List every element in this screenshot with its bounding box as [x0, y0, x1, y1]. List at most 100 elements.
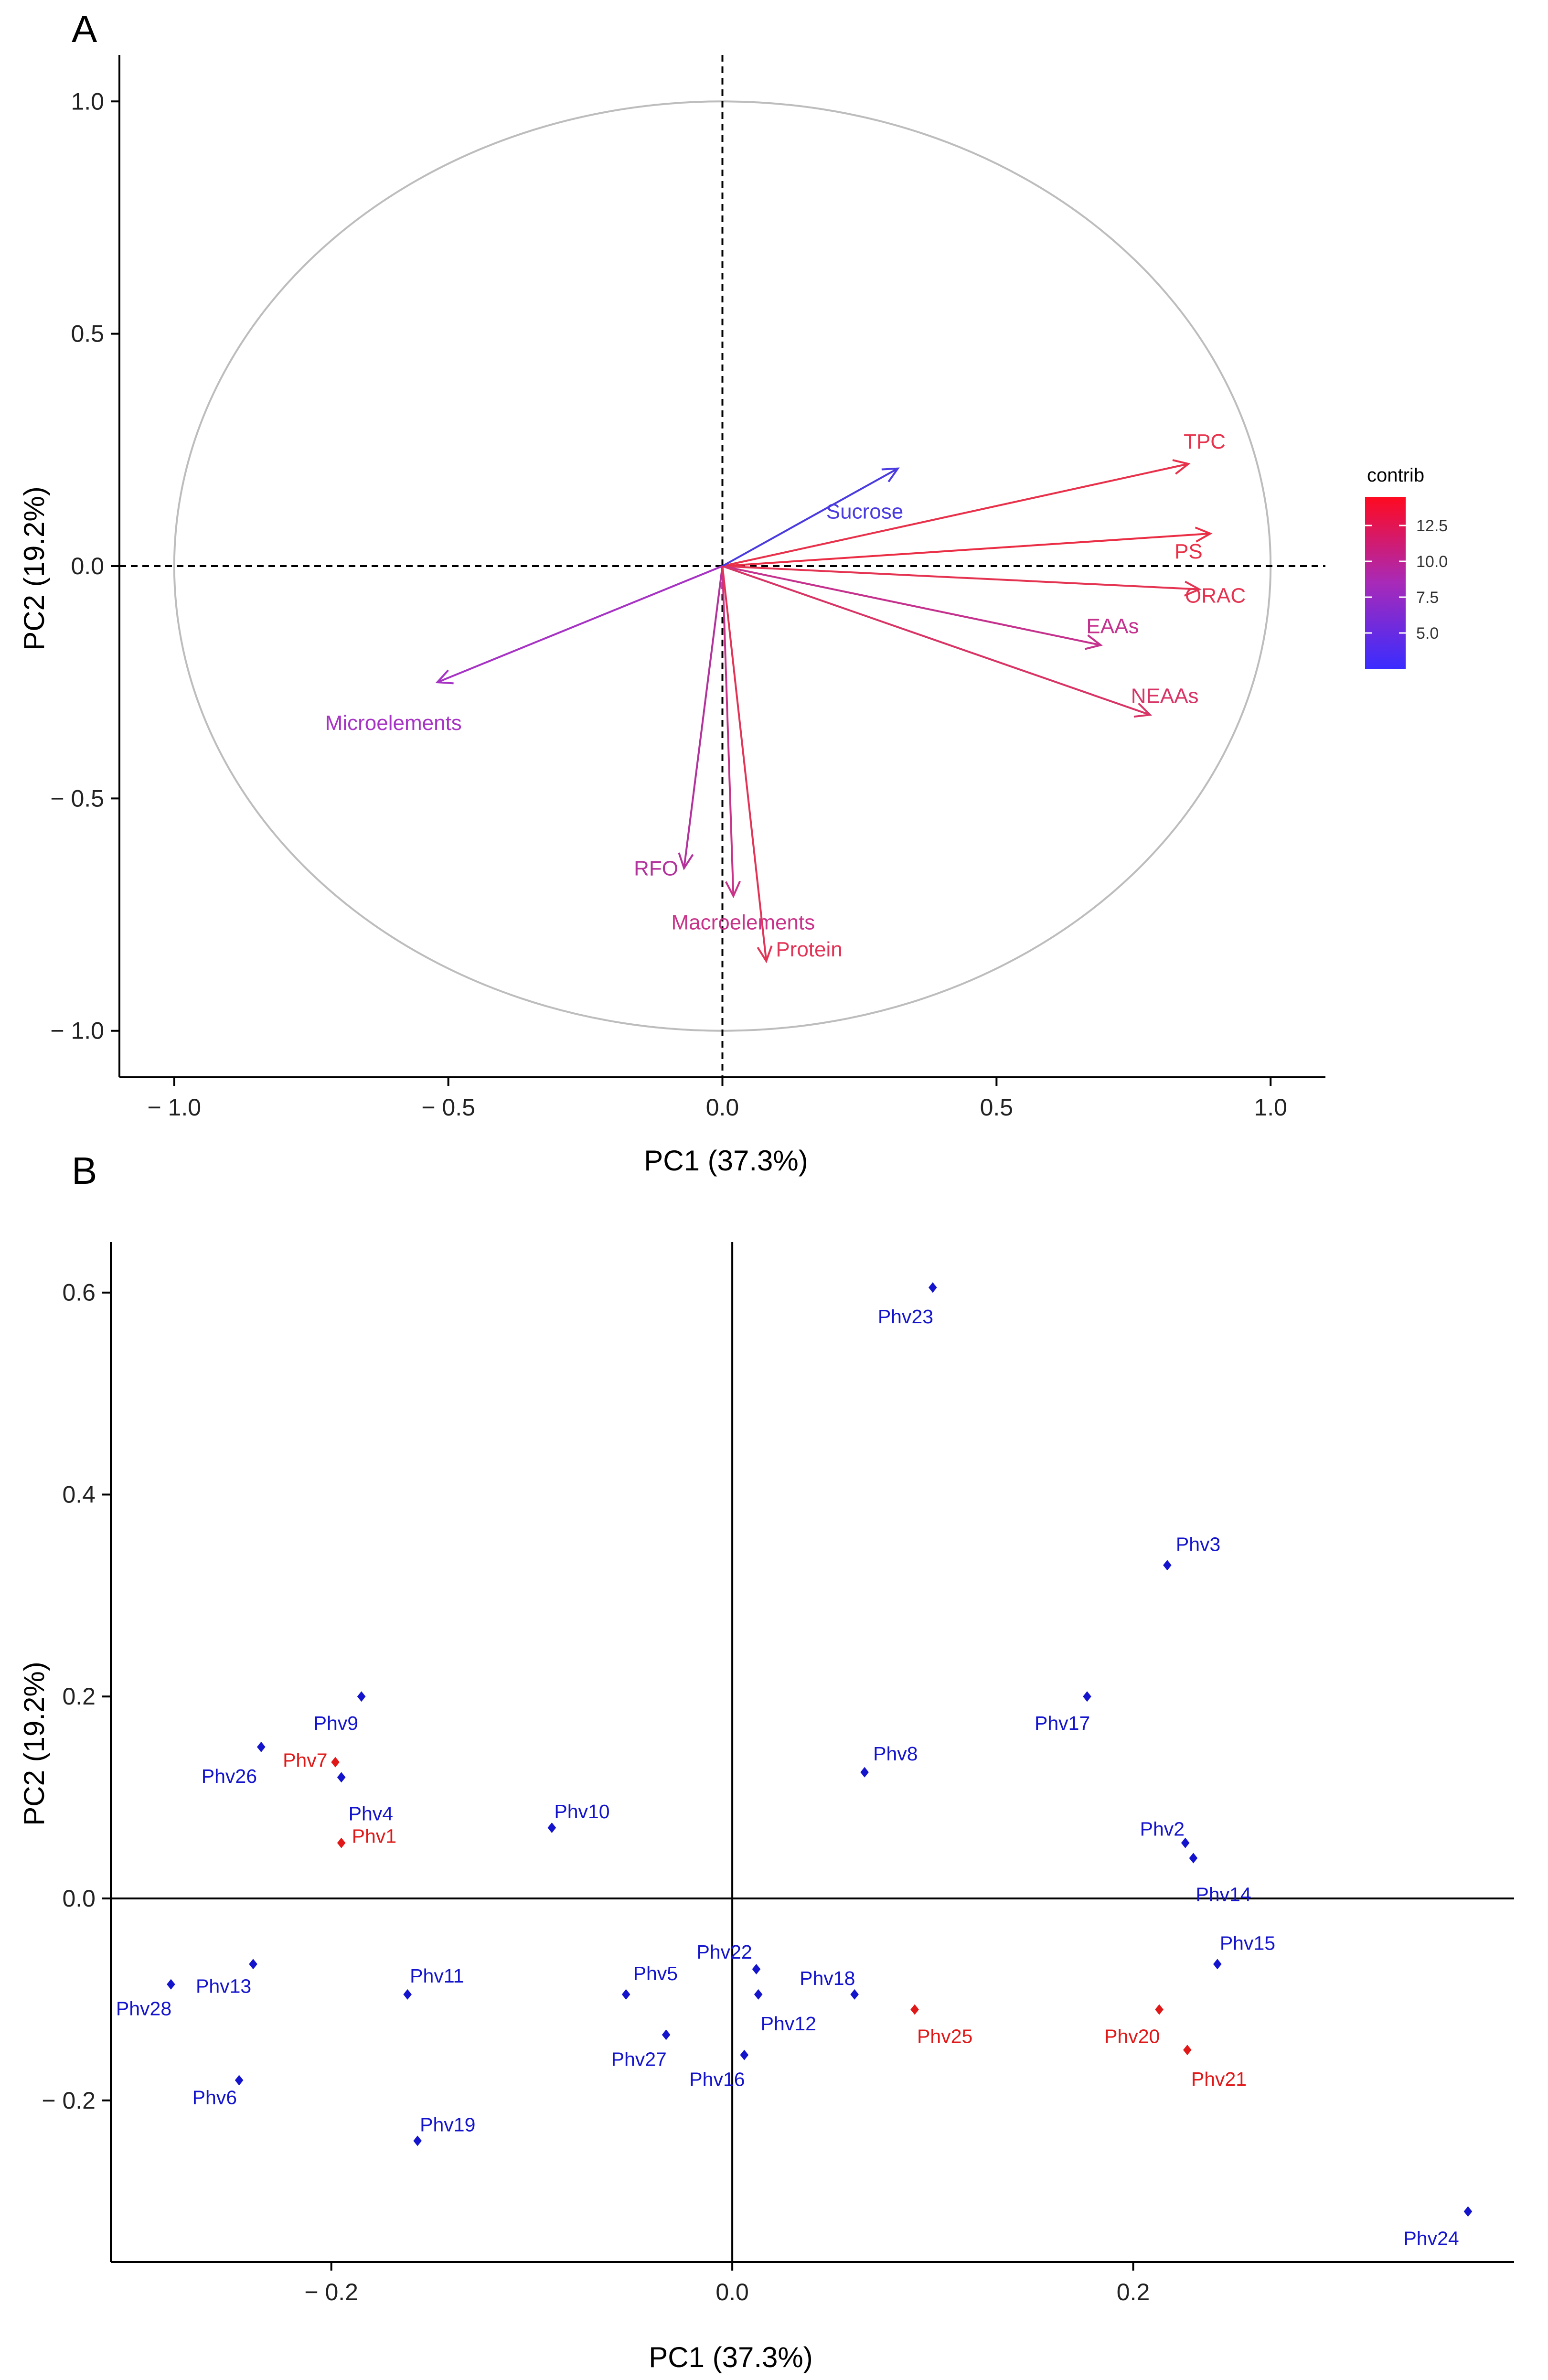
point-label: Phv3: [1176, 1533, 1220, 1555]
vector-label: Macroelements: [671, 911, 815, 934]
point-marker: [662, 2029, 671, 2040]
point-phv5: Phv5: [621, 1962, 678, 2000]
point-label: Phv5: [633, 1962, 678, 1984]
vector-line: [722, 565, 1101, 646]
point-label: Phv11: [410, 1965, 464, 1987]
point-marker: [1183, 2045, 1192, 2056]
legend-title: contrib: [1367, 465, 1424, 486]
point-phv12: Phv12: [754, 1989, 816, 2035]
panel-b-y-tick-label: 0.4: [62, 1481, 96, 1508]
panel-b-axes: − 0.2 0.0 0.2 − 0.2 0.0 0.2 0.4 0.6: [42, 1242, 1514, 2305]
point-label: Phv6: [192, 2087, 237, 2109]
panel-a-vectors: TPC PS ORAC EAAs NEAAs Sucrose Microelements RF…: [325, 430, 1246, 964]
legend-tick-label: 5.0: [1416, 624, 1439, 643]
point-phv11: Phv11: [403, 1965, 464, 2000]
vector-arrowhead: [1184, 580, 1202, 597]
panel-b-label: B: [72, 1149, 97, 1192]
legend-tick-label: 12.5: [1416, 517, 1448, 535]
point-marker: [850, 1989, 859, 2000]
panel-a-y-tick-label: 1.0: [71, 88, 104, 115]
point-label: Phv26: [202, 1765, 257, 1787]
point-phv3: Phv3: [1163, 1533, 1220, 1571]
panel-a-label: A: [72, 8, 97, 50]
point-marker: [1463, 2206, 1473, 2217]
panel-b-y-tick-label: 0.2: [62, 1683, 96, 1710]
panel-a-x-tick-label: 0.0: [706, 1094, 739, 1121]
point-label: Phv27: [611, 2048, 667, 2070]
point-phv24: Phv24: [1403, 2206, 1473, 2249]
point-marker: [357, 1691, 366, 1702]
point-phv16: Phv16: [689, 2049, 749, 2091]
legend-tick-label: 7.5: [1416, 589, 1439, 607]
point-label: Phv19: [420, 2113, 475, 2135]
point-marker: [167, 1979, 175, 1990]
point-marker: [249, 1959, 257, 1970]
point-phv23: Phv23: [878, 1282, 937, 1328]
point-label: Phv10: [554, 1801, 609, 1823]
panel-b-y-tick-label: 0.0: [62, 1885, 96, 1912]
point-marker: [929, 1282, 937, 1293]
point-label: Phv21: [1191, 2068, 1247, 2090]
panel-b-x-axis-title: PC1 (37.3%): [649, 2341, 812, 2373]
vector-line: [721, 566, 735, 896]
point-marker: [752, 1963, 761, 1974]
point-label: Phv16: [689, 2069, 745, 2091]
contrib-legend: contrib 5.0 7.5 10.0 12.5: [1365, 465, 1448, 669]
point-marker: [1155, 2004, 1164, 2015]
vector-arrowhead: [1133, 702, 1153, 718]
vector-line: [437, 565, 723, 684]
panel-a: A PC2 (19.2%) PC1 (37.3%) − 1.0 − 0.5 0.0 0…: [18, 8, 1448, 1177]
vector-tpc: TPC: [722, 430, 1226, 567]
panel-a-y-tick-label: − 0.5: [50, 785, 104, 812]
vector-eaas: EAAs: [722, 565, 1139, 650]
vector-arrowhead: [1172, 459, 1191, 475]
vector-rfo: RFO: [634, 566, 724, 880]
point-label: Phv8: [873, 1743, 918, 1765]
panel-a-x-tick-label: 0.5: [980, 1094, 1014, 1121]
point-marker: [337, 1837, 346, 1848]
vector-line: [722, 463, 1189, 567]
point-phv15: Phv15: [1213, 1932, 1275, 1970]
point-phv19: Phv19: [413, 2113, 475, 2146]
point-label: Phv1: [352, 1825, 396, 1847]
legend-tick-label: 10.0: [1416, 553, 1448, 571]
vector-arrowhead: [757, 945, 773, 964]
point-phv21: Phv21: [1183, 2045, 1247, 2090]
point-marker: [403, 1989, 412, 2000]
vector-arrowhead: [881, 467, 900, 482]
panel-a-x-tick-label: 1.0: [1254, 1094, 1287, 1121]
vector-line: [722, 467, 898, 567]
point-phv8: Phv8: [860, 1743, 918, 1778]
point-marker: [740, 2049, 749, 2060]
vector-label: RFO: [634, 857, 678, 880]
point-phv22: Phv22: [696, 1941, 761, 1974]
vector-arrowhead: [435, 669, 454, 685]
panel-a-y-tick-label: 0.5: [71, 321, 104, 347]
point-phv7: Phv7: [283, 1749, 340, 1771]
vector-line: [722, 565, 1151, 716]
vector-line: [721, 566, 768, 962]
point-phv10: Phv10: [547, 1801, 610, 1833]
point-marker: [235, 2075, 244, 2086]
vector-macroelements: Macroelements: [671, 566, 815, 934]
point-phv13: Phv13: [196, 1959, 257, 1997]
vector-neaas: NEAAs: [722, 565, 1199, 718]
panel-b-x-tick-label: − 0.2: [304, 2279, 358, 2305]
panel-a-y-tick-label: 0.0: [71, 553, 104, 579]
point-marker: [337, 1772, 346, 1783]
point-phv20: Phv20: [1104, 2004, 1164, 2048]
vector-arrowhead: [725, 880, 741, 899]
point-label: Phv17: [1035, 1712, 1090, 1734]
vector-label: Protein: [776, 938, 842, 961]
panel-b-zero-lines: [111, 1242, 1514, 2262]
point-marker: [1189, 1853, 1198, 1864]
vector-arrowhead: [678, 852, 694, 870]
panel-b-points: Phv1 Phv2 Phv3 Phv4 Phv5 Phv6 Phv7 Phv8 Phv9 Phv1…: [116, 1282, 1473, 2249]
panel-a-axes: − 1.0 − 0.5 0.0 0.5 1.0 − 1.0 − 0.5 0.0 0.5 1.0: [50, 55, 1325, 1121]
point-phv25: Phv25: [910, 2004, 972, 2048]
point-marker: [547, 1823, 556, 1833]
point-phv17: Phv17: [1035, 1691, 1091, 1734]
vector-line: [683, 566, 724, 868]
point-phv2: Phv2: [1140, 1818, 1190, 1848]
